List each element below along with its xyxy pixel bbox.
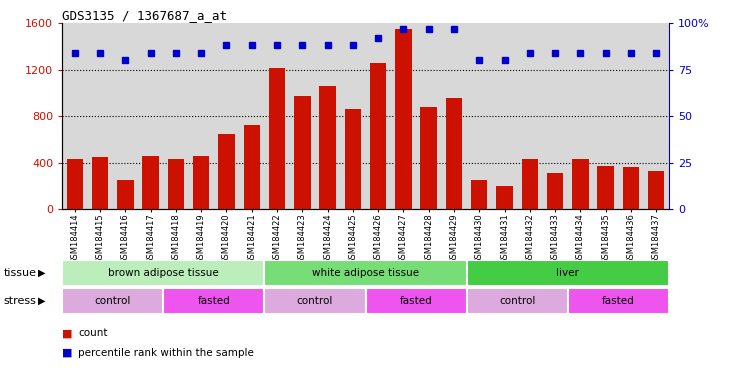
Bar	[344, 109, 361, 209]
Bar	[269, 68, 285, 209]
Bar	[648, 171, 664, 209]
Bar	[395, 30, 412, 209]
Bar	[420, 107, 437, 209]
Text: white adipose tissue: white adipose tissue	[312, 268, 419, 278]
Bar	[572, 159, 588, 209]
Bar	[466, 288, 568, 314]
Bar	[496, 186, 512, 209]
Bar	[219, 134, 235, 209]
Bar	[597, 166, 614, 209]
Text: fasted: fasted	[602, 296, 635, 306]
Text: ■: ■	[62, 328, 72, 338]
Bar	[193, 156, 209, 209]
Bar	[319, 86, 336, 209]
Bar	[167, 159, 184, 209]
Text: stress: stress	[4, 296, 37, 306]
Text: ■: ■	[62, 348, 72, 358]
Text: control: control	[94, 296, 131, 306]
Text: brown adipose tissue: brown adipose tissue	[108, 268, 219, 278]
Bar	[294, 96, 311, 209]
Bar	[243, 126, 260, 209]
Bar	[547, 173, 564, 209]
Bar	[366, 288, 466, 314]
Text: control: control	[297, 296, 333, 306]
Text: fasted: fasted	[400, 296, 433, 306]
Text: ▶: ▶	[38, 296, 45, 306]
Text: count: count	[78, 328, 107, 338]
Text: percentile rank within the sample: percentile rank within the sample	[78, 348, 254, 358]
Text: control: control	[499, 296, 535, 306]
Bar	[370, 63, 387, 209]
Text: GDS3135 / 1367687_a_at: GDS3135 / 1367687_a_at	[62, 9, 227, 22]
Bar	[446, 98, 462, 209]
Bar	[522, 159, 538, 209]
Text: ▶: ▶	[38, 268, 45, 278]
Bar	[623, 167, 639, 209]
Bar	[163, 288, 265, 314]
Bar	[92, 157, 108, 209]
Bar	[143, 156, 159, 209]
Text: liver: liver	[556, 268, 579, 278]
Bar	[568, 288, 669, 314]
Bar	[62, 260, 265, 286]
Text: fasted: fasted	[197, 296, 230, 306]
Bar	[62, 288, 163, 314]
Bar	[471, 180, 488, 209]
Text: tissue: tissue	[4, 268, 37, 278]
Bar	[117, 180, 134, 209]
Bar	[265, 288, 366, 314]
Bar	[67, 159, 83, 209]
Bar	[466, 260, 669, 286]
Bar	[265, 260, 466, 286]
